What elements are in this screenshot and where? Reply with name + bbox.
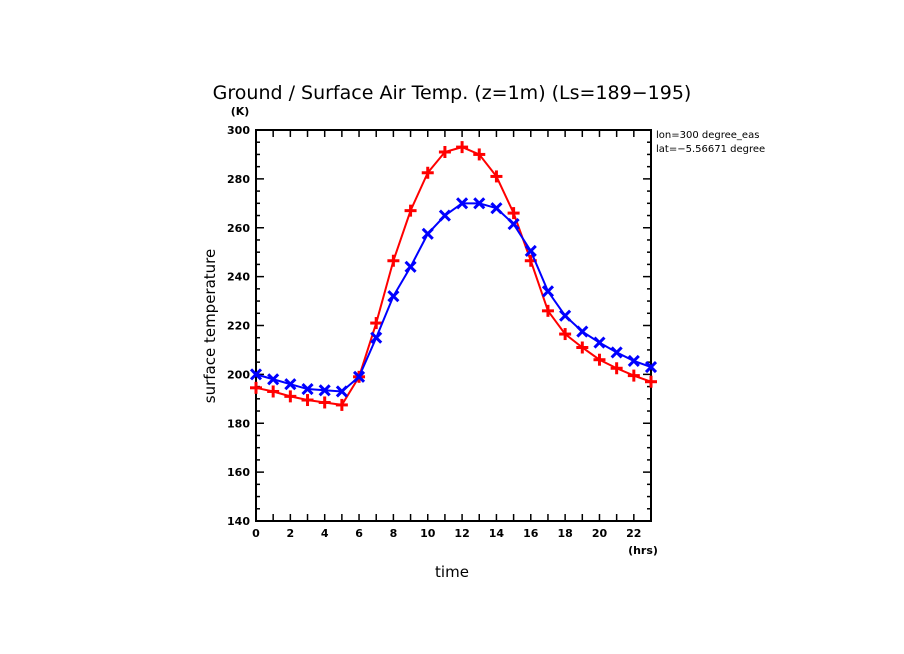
data-point [438,145,451,158]
data-point [473,197,486,210]
y-tick-label: 240 [227,271,250,284]
y-tick-label: 280 [227,173,250,186]
annotation-lat: lat=−5.56671 degree [656,144,765,155]
x-tick-label: 14 [489,527,505,540]
data-point [421,227,434,240]
data-point [610,362,623,375]
data-point [301,394,314,407]
data-point [318,396,331,409]
data-point [490,202,503,215]
data-point [507,207,520,220]
x-tick-label: 6 [355,527,363,540]
data-point [370,317,383,330]
x-tick-label: 12 [454,527,469,540]
data-point [559,309,572,322]
y-tick-label: 160 [227,466,250,479]
data-point [352,370,366,383]
chart-title: Ground / Surface Air Temp. (z=1m) (Ls=18… [213,82,692,104]
y-axis-label: surface temperature [201,249,219,404]
data-point [627,369,640,382]
data-point [627,354,640,367]
data-point [301,382,314,396]
x-tick-label: 22 [626,527,641,540]
data-point [473,148,486,161]
x-tick-label: 10 [420,527,436,540]
data-point [335,385,348,398]
x-tick-label: 16 [523,527,539,540]
data-point [318,384,331,397]
data-point [284,378,297,391]
data-point [267,373,280,386]
data-point [524,244,537,258]
y-tick-label: 220 [227,320,250,333]
data-point [541,304,554,317]
y-tick-label: 300 [227,124,250,137]
data-point [370,331,383,344]
data-point [490,170,503,183]
data-point [559,328,572,341]
data-point [387,254,400,267]
x-tick-label: 2 [287,527,295,540]
x-axis-label: time [435,563,469,581]
x-tick-label: 0 [252,527,260,540]
data-point [404,204,417,217]
data-point [645,375,657,388]
y-tick-label: 260 [227,222,250,235]
y-unit-label: (K) [231,105,250,118]
data-point [438,209,451,222]
data-point [250,381,262,394]
y-tick-label: 200 [227,368,250,381]
annotation-lon: lon=300 degree_eas [656,130,759,141]
data-point [576,325,589,338]
series-line-ground [255,146,652,407]
data-point [284,390,297,403]
data-point [610,346,623,359]
data-point [249,368,263,381]
data-point [421,166,434,179]
data-point [576,341,589,354]
data-point [593,336,606,349]
data-point [404,260,417,273]
data-point [593,353,606,366]
data-point [456,141,469,154]
data-point [541,285,555,298]
data-point [335,398,348,411]
x-tick-label: 20 [592,527,608,540]
data-point [267,385,280,398]
plot-frame [255,129,652,522]
data-point [507,218,520,231]
y-tick-label: 180 [227,417,250,430]
y-tick-label: 140 [227,515,250,528]
series-line-surface-air [255,202,652,393]
x-tick-label: 4 [321,527,329,540]
x-tick-label: 8 [390,527,398,540]
data-point [387,290,400,303]
data-point [456,197,469,210]
x-unit-label: (hrs) [628,544,658,557]
x-tick-label: 18 [557,527,572,540]
data-point [644,360,658,374]
